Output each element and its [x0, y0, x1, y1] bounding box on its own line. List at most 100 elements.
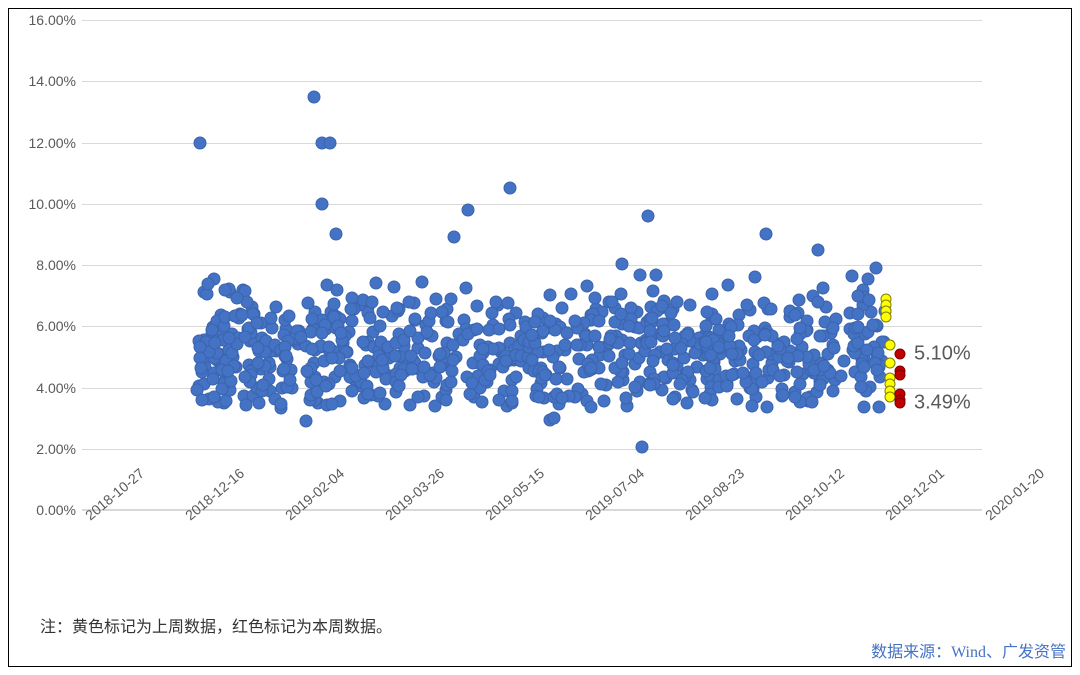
data-point-main — [374, 387, 387, 400]
data-point-main — [194, 136, 207, 149]
data-point-main — [725, 369, 738, 382]
data-point-main — [760, 400, 773, 413]
data-point-main — [403, 325, 416, 338]
data-point-main — [405, 362, 418, 375]
data-point-main — [250, 316, 263, 329]
data-point-main — [323, 341, 336, 354]
data-point-main — [543, 344, 556, 357]
data-point-main — [568, 314, 581, 327]
data-point-main — [854, 381, 867, 394]
data-point-main — [645, 336, 658, 349]
y-gridline — [82, 143, 982, 144]
data-point-main — [315, 326, 328, 339]
data-point-main — [781, 351, 794, 364]
data-point-main — [745, 400, 758, 413]
data-point-main — [424, 306, 437, 319]
y-tick-label: 0.00% — [36, 502, 82, 518]
data-point-main — [447, 338, 460, 351]
data-point-main — [300, 415, 313, 428]
data-point-main — [459, 282, 472, 295]
data-point-main — [664, 307, 677, 320]
data-point-main — [619, 392, 632, 405]
data-point-main — [361, 387, 374, 400]
data-point-main — [324, 136, 337, 149]
data-point-main — [428, 400, 441, 413]
data-point-main — [826, 322, 839, 335]
data-point-yellow — [885, 339, 896, 350]
data-point-main — [376, 353, 389, 366]
data-point-main — [760, 228, 773, 241]
data-point-main — [814, 378, 827, 391]
data-point-main — [420, 326, 433, 339]
data-point-main — [219, 394, 232, 407]
data-point-main — [346, 361, 359, 374]
data-point-main — [361, 355, 374, 368]
data-point-main — [666, 393, 679, 406]
data-point-main — [543, 288, 556, 301]
data-point-main — [794, 378, 807, 391]
data-point-main — [489, 296, 502, 309]
annotation-label: 5.10% — [914, 342, 971, 365]
data-point-red — [895, 370, 906, 381]
data-point-main — [683, 298, 696, 311]
data-point-main — [295, 330, 308, 343]
data-point-main — [561, 326, 574, 339]
data-point-main — [646, 354, 659, 367]
y-gridline — [82, 204, 982, 205]
data-point-main — [404, 349, 417, 362]
data-point-main — [282, 309, 295, 322]
data-point-main — [316, 197, 329, 210]
data-point-main — [725, 348, 738, 361]
data-point-main — [721, 380, 734, 393]
data-point-main — [624, 336, 637, 349]
data-point-main — [358, 366, 371, 379]
data-point-main — [376, 305, 389, 318]
data-point-main — [239, 330, 252, 343]
data-point-main — [279, 349, 292, 362]
data-point-main — [598, 395, 611, 408]
data-point-main — [872, 400, 885, 413]
data-point-main — [462, 203, 475, 216]
data-point-main — [870, 262, 883, 275]
data-point-main — [326, 397, 339, 410]
data-point-main — [771, 340, 784, 353]
data-point-main — [195, 361, 208, 374]
y-gridline — [82, 449, 982, 450]
data-point-main — [564, 288, 577, 301]
data-point-main — [731, 392, 744, 405]
data-point-main — [335, 327, 348, 340]
data-point-main — [863, 294, 876, 307]
data-point-main — [791, 333, 804, 346]
y-gridline — [82, 265, 982, 266]
data-point-main — [444, 292, 457, 305]
data-point-main — [369, 277, 382, 290]
data-point-main — [402, 296, 415, 309]
data-source: 数据来源：Wind、广发资管 — [871, 638, 1066, 662]
data-point-main — [393, 380, 406, 393]
data-point-main — [364, 311, 377, 324]
data-point-main — [705, 287, 718, 300]
data-point-main — [860, 344, 873, 357]
data-point-main — [857, 360, 870, 373]
data-point-main — [870, 364, 883, 377]
y-tick-label: 4.00% — [36, 380, 82, 396]
data-point-main — [789, 309, 802, 322]
data-point-main — [208, 337, 221, 350]
data-point-main — [634, 269, 647, 282]
data-point-yellow — [885, 358, 896, 369]
data-point-main — [418, 347, 431, 360]
data-point-main — [741, 298, 754, 311]
data-point-main — [503, 319, 516, 332]
data-point-main — [356, 336, 369, 349]
data-point-main — [206, 373, 219, 386]
data-point-main — [509, 370, 522, 383]
data-point-main — [465, 376, 478, 389]
data-point-main — [483, 369, 496, 382]
data-point-main — [673, 377, 686, 390]
data-point-main — [330, 228, 343, 241]
data-point-main — [722, 279, 735, 292]
data-point-main — [306, 342, 319, 355]
data-point-main — [504, 182, 517, 195]
data-point-main — [240, 398, 253, 411]
data-point-main — [594, 377, 607, 390]
